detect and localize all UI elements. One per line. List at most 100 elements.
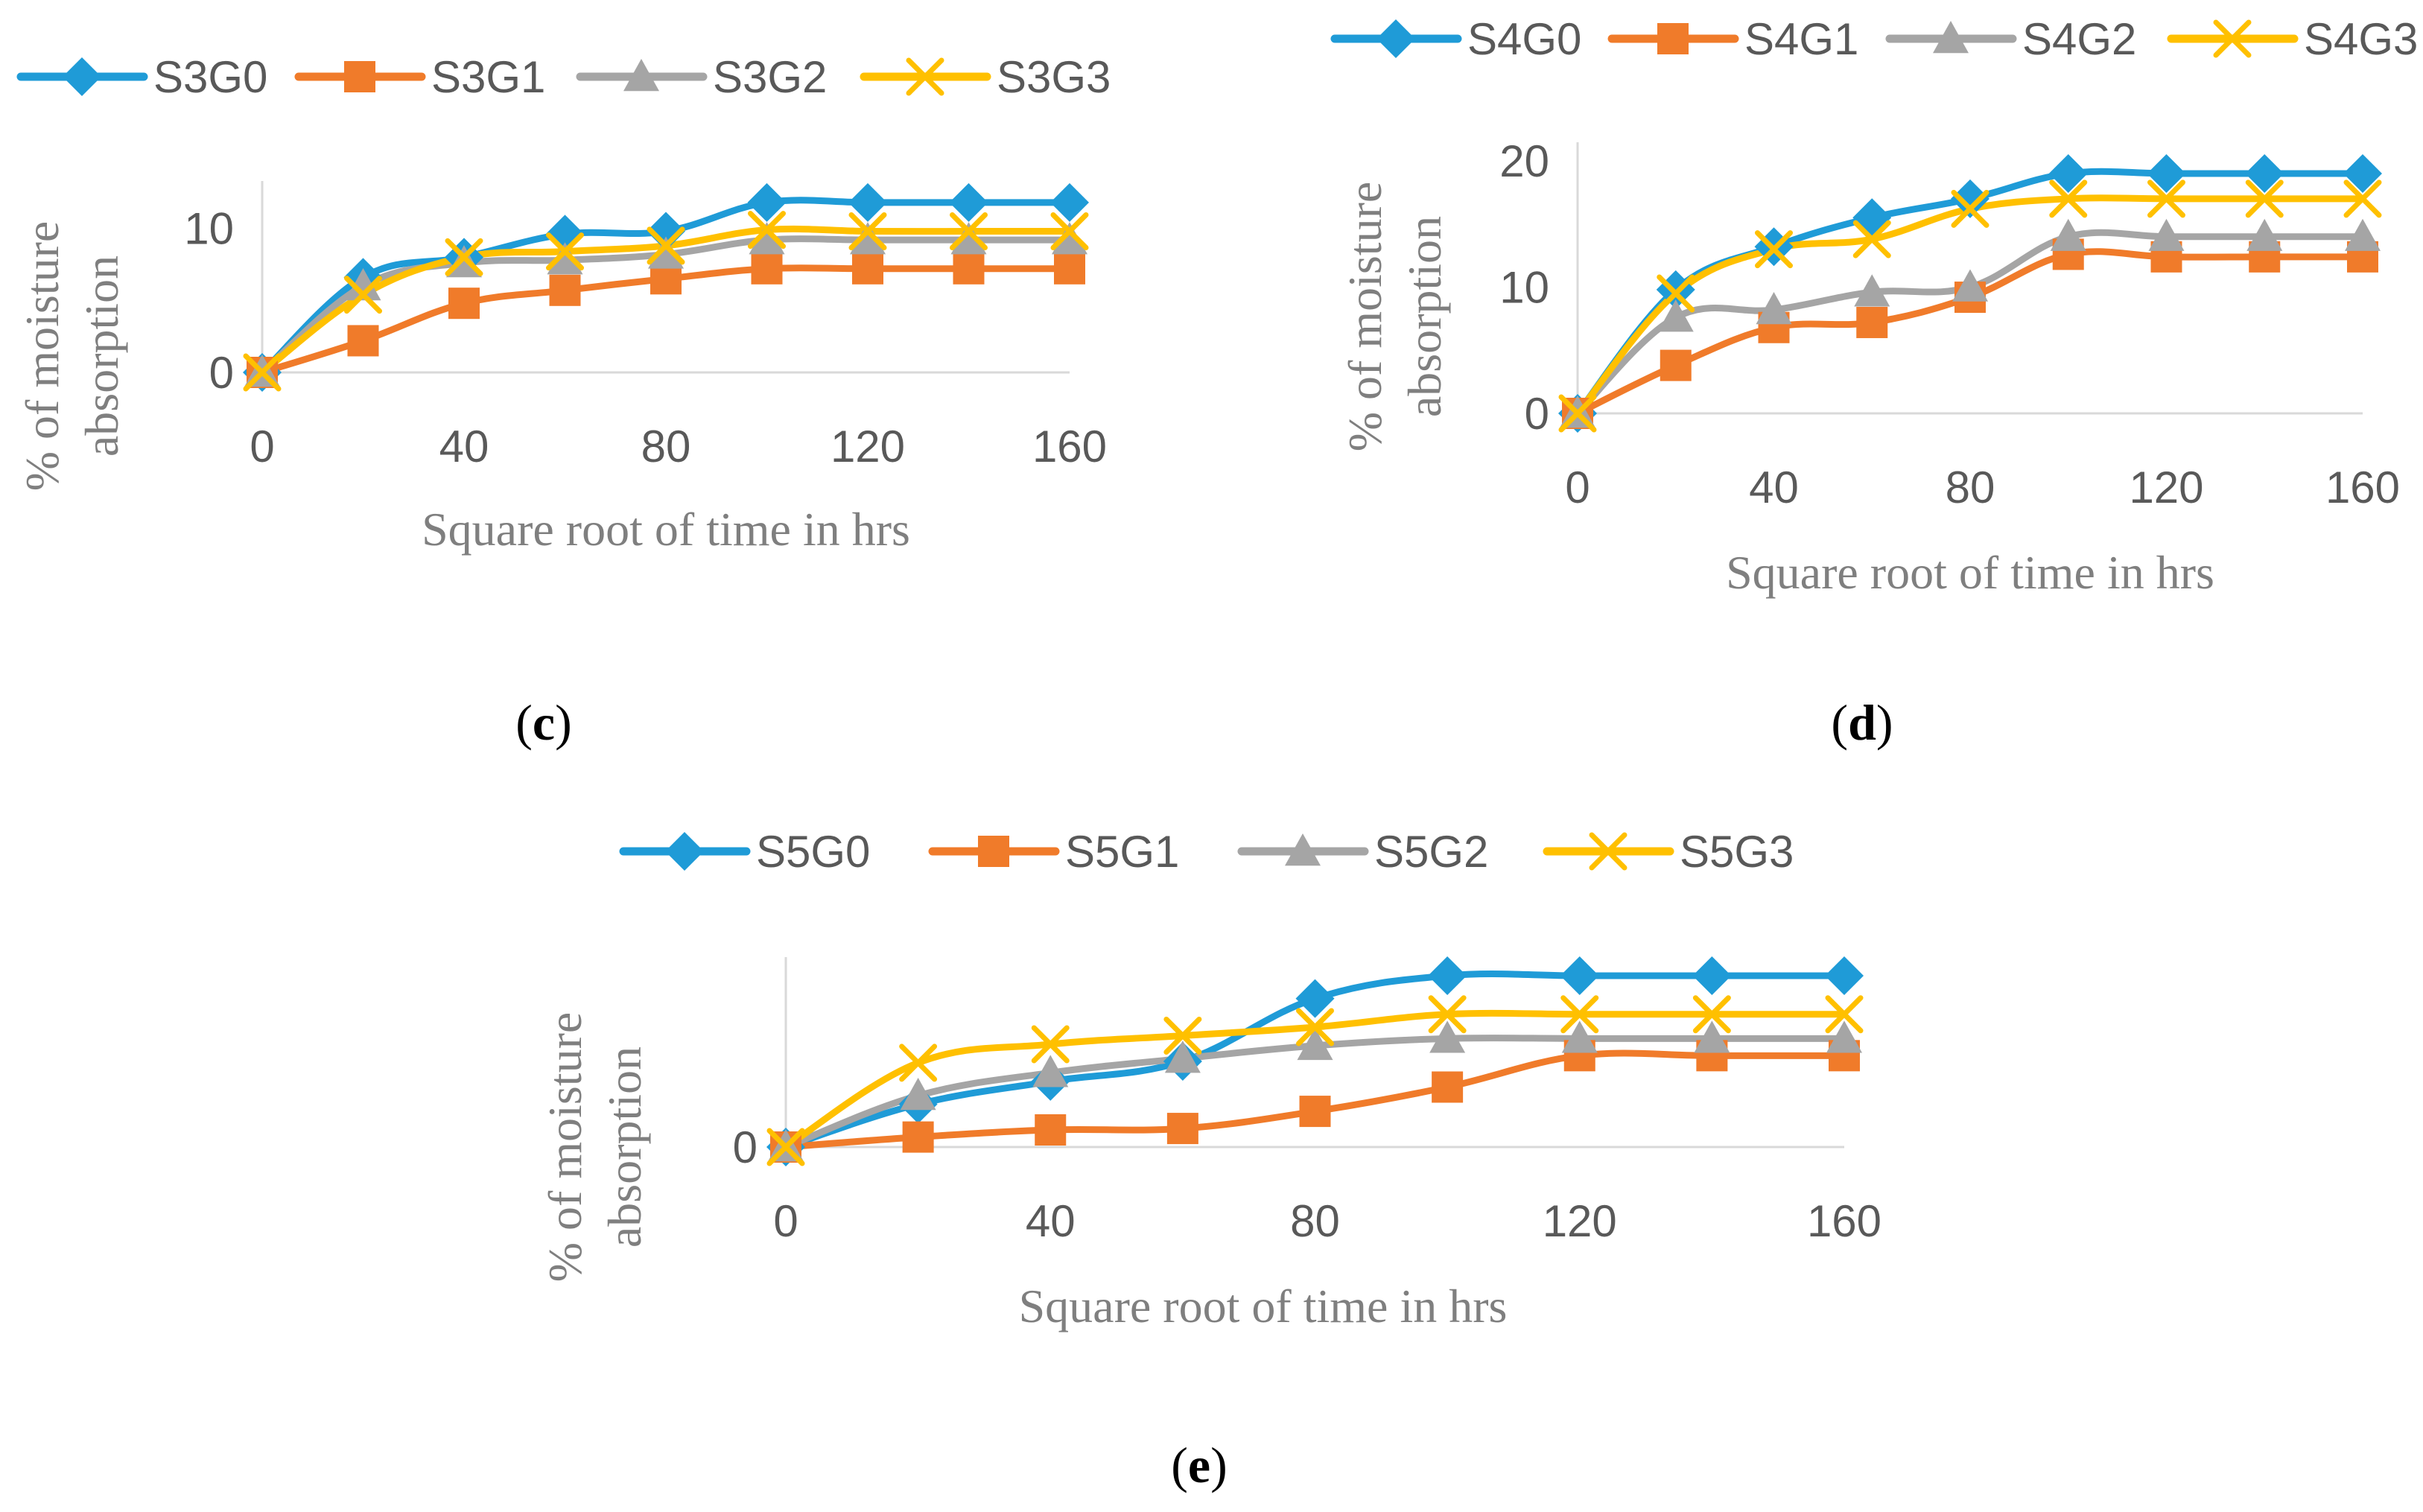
data-point [1050,212,1089,251]
data-point [2343,180,2382,218]
legend-marker [1657,23,1689,54]
chart-panel-e: 0 40 80 120 160 0 Square root of time in hrs % … [539,827,1881,1493]
legend-marker [1933,21,1969,54]
legend-label: S5G3 [1680,827,1794,877]
data-point [1558,394,1597,433]
x-axis-title: Square root of time in hrs [1019,1280,1508,1332]
panel-label-letter: e [1188,1437,1210,1493]
data-point [2343,153,2382,193]
legend-item-s5g3: S5G3 [1543,827,1794,877]
data-point [546,232,584,271]
data-point [949,182,988,222]
data-point [2147,153,2186,193]
legend-item-s3g0: S3G0 [16,52,267,102]
data-point [1295,979,1335,1018]
data-point [1296,1008,1334,1046]
data-point [1951,179,1989,218]
data-point [748,211,786,250]
data-point [2246,218,2283,251]
y-axis-title: % of moisture [1338,182,1391,452]
x-tick-label: 80 [1290,1196,1340,1246]
panel-label: (c) [515,694,572,751]
x-tick-label: 120 [2129,463,2203,512]
x-tick-label: 80 [641,422,691,471]
y-tick-label: 10 [1499,263,1549,313]
panel-label-close-paren: ) [1876,694,1893,751]
y-tick-label: 0 [209,348,234,398]
data-point [850,222,886,255]
data-point [2050,218,2086,251]
x-tick-label: 80 [1946,463,1995,512]
legend-label: S3G2 [713,52,827,102]
data-point [1560,956,1599,995]
data-point [345,268,381,301]
legend-label: S5G0 [756,827,870,877]
data-point [1952,269,1988,302]
panel-label-close-paren: ) [1210,1437,1228,1493]
data-point [2245,153,2284,193]
x-tick-label: 160 [1032,422,1107,471]
legend-label: S4G1 [1744,14,1858,64]
data-point [749,222,785,255]
data-point [2345,218,2381,251]
data-point [1297,1027,1333,1061]
legend-marker [623,59,659,92]
legend-marker [665,832,704,871]
panel-label-letter: d [1848,694,1876,751]
data-point [1756,292,1792,325]
data-point [1164,1041,1201,1073]
legend-item-s4g0: S4G0 [1330,14,1581,64]
data-point [1429,1020,1466,1053]
x-axis-title: Square root of time in hrs [422,503,910,556]
legend-label: S4G2 [2022,14,2136,64]
data-point [902,1121,934,1153]
data-point [950,212,988,251]
legend-marker [1285,833,1321,866]
legend-marker [63,57,101,96]
x-tick-label: 120 [1543,1196,1617,1246]
data-point [344,276,382,314]
data-point [1561,1020,1598,1053]
data-point [1660,349,1692,381]
x-tick-label: 40 [439,422,489,471]
data-point [848,212,887,251]
y-axis-title: absorption [598,1046,651,1248]
legend-label: S4G0 [1467,14,1581,64]
data-point [900,1078,936,1111]
legend-item-s4g3: S4G3 [2167,14,2418,64]
y-axis-title: absorption [75,255,128,457]
legend-item-s5g1: S5G1 [928,827,1179,877]
legend-marker [2213,19,2252,58]
legend-label: S3G3 [997,52,1111,102]
legend-marker [978,836,1009,867]
data-point [1826,1020,1862,1053]
data-point [347,325,379,357]
legend-label: S3G0 [153,52,267,102]
panel-label-open-paren: ( [1831,694,1848,751]
data-point [1755,230,1793,269]
data-point [1692,956,1732,995]
data-point [1054,252,1085,285]
data-point [899,1044,938,1082]
data-point [1560,995,1599,1034]
legend-marker [1589,832,1627,871]
data-point [549,274,581,306]
data-point [647,212,685,251]
x-tick-label: 0 [250,422,274,471]
data-point [448,288,480,320]
legend-item-s4g2: S4G2 [1885,14,2136,64]
data-point [747,182,787,222]
legend-label: S3G1 [431,52,545,102]
data-point [848,182,887,222]
data-point [547,242,583,275]
data-point [2148,218,2185,251]
panel-label-close-paren: ) [555,694,572,751]
x-tick-label: 120 [831,422,905,471]
y-tick-label: 10 [184,204,234,254]
legend-item-s5g2: S5G2 [1237,827,1488,877]
y-axis-title: absorption [1398,216,1451,417]
legend-marker [344,61,375,92]
y-axis-title: % of moisture [539,1012,591,1283]
x-tick-label: 40 [1749,463,1799,512]
data-point [1031,1025,1070,1064]
